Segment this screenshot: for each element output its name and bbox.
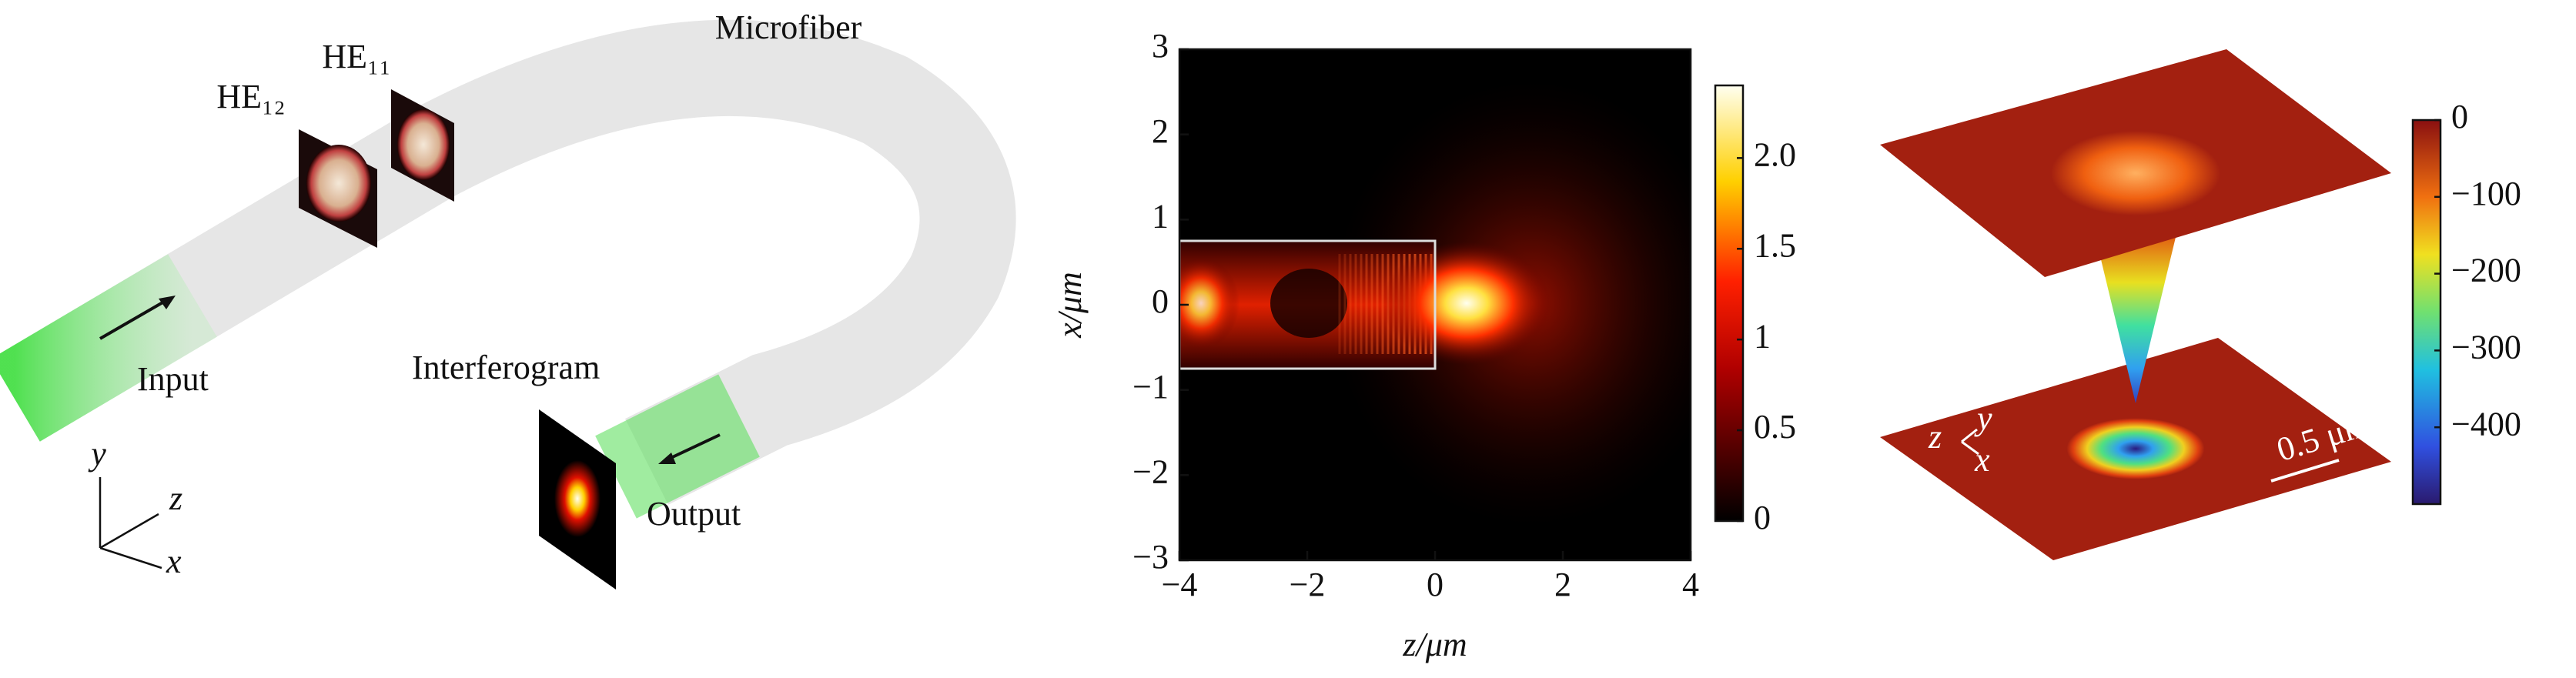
surface-plot: 0.5 μm z y x [1880,49,2442,560]
colorbar-tick-label: 0.5 [1754,408,1796,446]
fiber-diagram: Microfiber HE₁₂ HE₁₁ Input Interferogram… [0,8,1016,589]
y-tick-label: 3 [1152,27,1169,65]
y-tick-label: 2 [1152,112,1169,150]
output-light [595,374,760,519]
axis-label: z [169,479,182,517]
input-light [0,254,217,442]
input-arrow [99,297,171,340]
colorbar-tick-label: 1 [1754,317,1771,355]
fiber-outline [1179,239,1437,370]
y-axis-label: x/μm [1051,272,1089,339]
x-tick-label: 2 [1554,566,1571,603]
well-opening [2051,131,2220,215]
y-tick-label: −2 [1132,453,1169,490]
fiber [0,19,1016,505]
interferogram-spot [554,460,601,537]
y-tick-label: 1 [1152,197,1169,235]
y-tick-label: −3 [1132,538,1169,576]
label: Microfiber [715,8,862,46]
x-axis-label: z/μm [1402,626,1467,663]
label: HE₁₁ [322,38,390,75]
axis-label: z [1928,418,1942,456]
colorbar-tick-label: 2.0 [1754,135,1796,173]
colorbar-tick-label: −200 [2451,252,2521,289]
axis-label: y [1974,399,1992,437]
x-tick-label: 0 [1427,566,1444,603]
colorbar-tick-label: −100 [2451,175,2521,212]
colorbar-tick-label: −400 [2451,405,2521,443]
label: Output [647,495,741,533]
axis-label: y [88,435,106,473]
x-tick-label: −4 [1162,566,1198,603]
node [1270,269,1347,338]
axis-label: x [1974,441,1990,479]
input-spot [1179,257,1239,349]
colorbar-tick-label: 0 [2451,98,2468,135]
coord-axes [99,477,162,569]
output-arrow [665,433,721,462]
x-tick-label: −2 [1290,566,1326,603]
field-map: z/μm x/μm −4 −2 0 2 4 −3 −2 −1 0 1 2 3 0 0.5 1 1.5 2.0 [1051,27,1796,663]
colorbar [2411,119,2442,506]
label: Input [137,360,209,398]
potential-well [2094,231,2177,403]
axis-label: x [166,543,182,580]
he12-mode [306,145,371,222]
colorbar [1714,84,1745,523]
y-tick-label: −1 [1132,368,1169,406]
mini-axes [1961,428,1979,456]
arrowhead [159,296,176,309]
colorbar-tick-label: 0 [1754,499,1771,536]
x-tick-label: 4 [1682,566,1699,603]
scale-bar [2270,459,2340,483]
colorbar-tick-label: −300 [2451,328,2521,366]
he11-mode [397,109,450,180]
y-tick-label: 0 [1152,282,1169,320]
label: HE₁₂ [216,78,285,115]
label: Interferogram [412,349,600,386]
intensity-spot [2066,418,2205,479]
colorbar-tick-label: 1.5 [1754,226,1796,264]
arrowhead [658,453,676,464]
output-spot [1382,242,1551,365]
